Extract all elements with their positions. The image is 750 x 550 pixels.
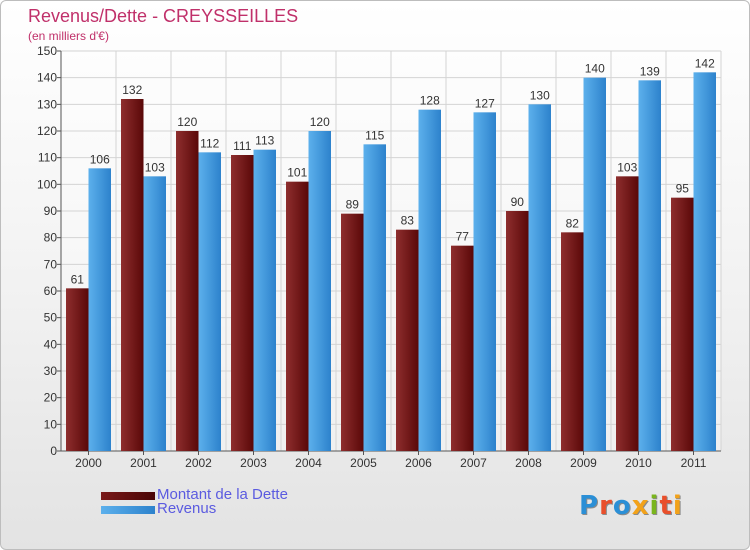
value-label-dette: 61 [71,272,85,286]
bar-revenus [143,176,166,452]
proxiti-logo: Proxiti [579,491,683,521]
bar-revenus [583,77,606,452]
bar-revenus [253,149,276,451]
value-label-dette: 120 [177,115,197,129]
value-label-dette: 90 [511,195,525,209]
bar-dette [616,176,639,452]
bar-revenus [638,80,661,451]
legend-swatch-revenus [101,506,155,514]
y-tick-label: 120 [37,124,57,138]
value-label-dette: 83 [401,214,415,228]
value-label-revenus: 128 [420,94,440,108]
value-label-dette: 111 [233,139,252,153]
value-label-dette: 77 [456,230,470,244]
bar-dette [121,99,144,451]
x-tick-label: 2002 [185,456,212,470]
x-tick-label: 2000 [75,456,102,470]
y-tick-label: 130 [37,97,57,111]
value-label-dette: 82 [566,216,580,230]
y-tick-label: 90 [44,204,58,218]
y-tick-label: 70 [44,257,58,271]
y-tick-label: 20 [44,391,58,405]
y-tick-label: 150 [37,44,57,58]
value-label-revenus: 142 [695,56,715,70]
legend-label-dette: Montant de la Dette [157,486,288,503]
bar-revenus [88,168,111,452]
value-label-dette: 132 [122,83,142,97]
bar-dette [341,213,364,451]
bar-revenus [528,104,551,451]
bar-revenus [473,112,496,451]
value-label-dette: 89 [346,198,360,212]
chart-title: Revenus/Dette - CREYSSEILLES [28,6,299,26]
bar-dette [176,131,199,451]
y-tick-label: 0 [50,444,57,458]
chart-subtitle: (en milliers d'€) [28,29,109,43]
value-label-revenus: 113 [255,134,274,148]
value-label-dette: 101 [287,166,307,180]
y-tick-label: 50 [44,311,58,325]
bar-dette [506,211,529,451]
bar-dette [451,245,474,451]
x-tick-label: 2007 [460,456,487,470]
value-label-revenus: 120 [310,115,330,129]
bar-revenus [418,109,441,452]
x-tick-label: 2001 [130,456,157,470]
bar-dette [561,232,584,451]
y-tick-label: 110 [38,151,57,165]
x-tick-label: 2005 [350,456,377,470]
x-tick-label: 2008 [515,456,542,470]
y-tick-label: 10 [44,417,58,431]
x-tick-label: 2011 [681,456,707,470]
bar-revenus [308,131,331,451]
value-label-revenus: 115 [365,128,384,142]
value-label-dette: 95 [676,182,690,196]
value-label-revenus: 103 [145,160,165,174]
bar-dette [396,229,419,451]
bar-revenus [693,72,716,451]
x-tick-label: 2006 [405,456,432,470]
value-label-revenus: 127 [475,96,495,110]
y-tick-label: 40 [44,337,58,351]
bar-dette [286,181,309,451]
y-tick-label: 60 [44,284,58,298]
value-label-dette: 103 [617,160,637,174]
bar-dette [66,288,89,451]
x-tick-label: 2009 [570,456,597,470]
y-tick-label: 30 [44,364,58,378]
bar-revenus [363,144,386,452]
value-label-revenus: 140 [585,62,605,76]
y-tick-label: 100 [37,177,57,191]
y-tick-label: 80 [44,231,58,245]
legend-swatch-dette [101,492,155,500]
bar-dette [231,155,254,451]
x-tick-label: 2010 [625,456,652,470]
bar-revenus [198,152,221,452]
x-tick-label: 2003 [240,456,267,470]
value-label-revenus: 112 [200,136,219,150]
y-tick-label: 140 [37,71,57,85]
bar-dette [671,197,694,451]
value-label-revenus: 106 [90,152,110,166]
value-label-revenus: 130 [530,88,550,102]
value-label-revenus: 139 [640,64,660,78]
x-tick-label: 2004 [295,456,322,470]
legend-label-revenus: Revenus [157,500,217,517]
